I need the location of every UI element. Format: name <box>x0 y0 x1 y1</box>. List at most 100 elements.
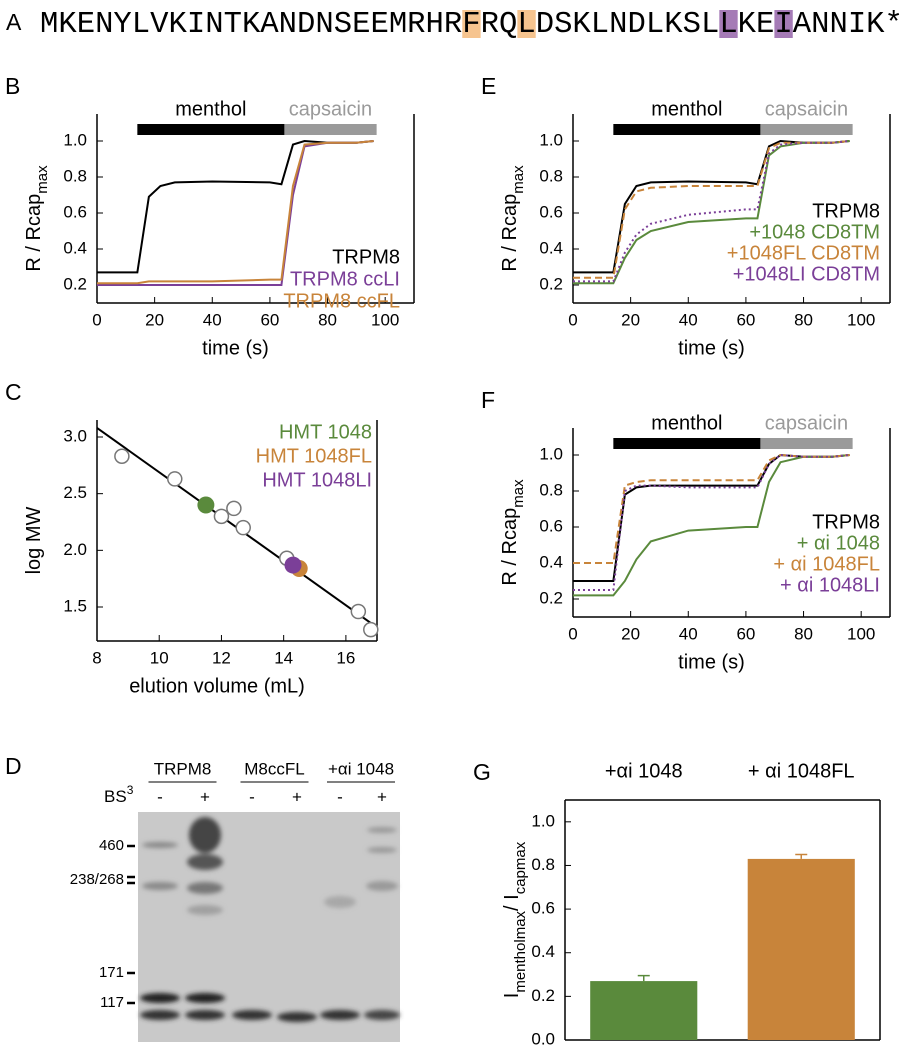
panel-label: C <box>5 379 22 405</box>
band <box>367 847 397 853</box>
x-tick-label: 100 <box>847 310 875 329</box>
series-line <box>97 140 374 285</box>
x-axis-label: time (s) <box>678 337 745 359</box>
standard-point <box>167 471 183 487</box>
x-axis-label: time (s) <box>678 651 745 673</box>
sequence-segment: MKENYLVKINTKANDNSEEMRHR <box>40 8 462 42</box>
label-part: max <box>34 165 51 194</box>
band <box>324 896 356 908</box>
band <box>187 905 223 915</box>
y-axis-label: R / Rcapmax <box>499 479 527 586</box>
band <box>189 817 221 853</box>
stimulus-label: capsaicin <box>765 98 848 120</box>
panel-label: G <box>473 759 491 785</box>
residue-highlight <box>774 10 793 38</box>
y-axis-label: R / Rcapmax <box>23 165 51 272</box>
label-part: I <box>501 993 523 999</box>
band <box>232 1010 272 1020</box>
y-tick-label: 2.5 <box>63 483 87 502</box>
standard-point <box>363 621 379 638</box>
residue-highlight <box>719 10 738 38</box>
error-bar <box>637 974 650 982</box>
y-tick-label: 0.0 <box>531 1029 555 1048</box>
lane-label: - <box>249 787 255 806</box>
y-tick-label: 0.4 <box>539 552 563 571</box>
x-tick-label: 14 <box>274 648 293 667</box>
series-line <box>573 140 850 283</box>
x-tick-label: 40 <box>679 310 698 329</box>
standard-point <box>213 508 230 525</box>
stimulus-bar <box>760 438 853 449</box>
band <box>185 1010 225 1020</box>
sample-point <box>284 556 302 574</box>
category-label: + αi 1048FL <box>748 760 855 782</box>
x-tick-label: 80 <box>318 310 337 329</box>
legend-entry: +1048 CD8TM <box>749 221 880 243</box>
residue-highlight <box>517 10 536 38</box>
x-tick-label: 40 <box>203 310 222 329</box>
stimulus-bar <box>137 124 377 135</box>
stimulus-label: capsaicin <box>765 412 848 434</box>
y-tick-label: 3.0 <box>63 426 87 445</box>
y-tick-label: 1.5 <box>63 596 87 615</box>
band <box>364 1010 400 1020</box>
category-label: +αi 1048 <box>605 760 683 782</box>
sequence-segment: L <box>719 8 737 42</box>
y-tick-label: 0.6 <box>539 202 563 221</box>
label-part: / I <box>501 894 523 911</box>
lane-label: + <box>377 787 387 806</box>
band <box>366 881 398 891</box>
marker-label: 460 <box>99 837 124 854</box>
x-tick-label: 12 <box>212 648 231 667</box>
y-tick-label: 0.4 <box>531 942 555 961</box>
legend-entry: HMT 1048LI <box>262 469 372 491</box>
y-tick-label: 1.0 <box>63 130 87 149</box>
band <box>367 827 397 833</box>
label-part: R / Rcap <box>499 508 521 586</box>
crosslinker-label: BS3 <box>104 783 134 806</box>
sequence-segment: L <box>517 8 535 42</box>
legend-entry: +1048FL CD8TM <box>727 242 880 264</box>
x-tick-label: 20 <box>621 624 640 643</box>
band <box>320 1010 360 1020</box>
x-tick-label: 60 <box>260 310 279 329</box>
band <box>187 882 223 894</box>
y-tick-label: 0.2 <box>539 274 563 293</box>
x-tick-label: 100 <box>847 624 875 643</box>
legend-entry: +1048LI CD8TM <box>733 263 880 285</box>
residue-highlight <box>462 10 481 38</box>
sequence-segment: I <box>774 8 792 42</box>
x-tick-label: 20 <box>145 310 164 329</box>
y-tick-label: 1.0 <box>539 130 563 149</box>
x-tick-label: 8 <box>92 648 101 667</box>
x-tick-label: 0 <box>568 624 577 643</box>
x-axis-label: time (s) <box>202 337 269 359</box>
legend-entry: TRPM8 ccFL <box>283 290 400 312</box>
legend-entry: TRPM8 ccLI <box>290 268 400 290</box>
sequence-segment: ANNIK* <box>793 8 903 42</box>
legend-entry: HMT 1048FL <box>256 445 372 467</box>
y-tick-label: 0.2 <box>539 588 563 607</box>
label-part: max <box>510 479 527 508</box>
y-tick-label: 0.2 <box>63 274 87 293</box>
x-tick-label: 100 <box>371 310 399 329</box>
legend-entry: HMT 1048 <box>279 421 372 443</box>
panel-label: B <box>5 73 20 99</box>
series-line <box>573 453 850 591</box>
stimulus-bar <box>284 124 377 135</box>
sequence-segment: F <box>462 8 480 42</box>
label-part: BS <box>104 787 127 806</box>
band <box>140 1010 180 1020</box>
label-part: max <box>512 841 529 870</box>
y-tick-label: 1.0 <box>539 444 563 463</box>
series-line <box>573 140 850 285</box>
y-tick-label: 0.8 <box>531 855 555 874</box>
gel-bands <box>140 817 400 1022</box>
marker-label: 171 <box>99 964 124 981</box>
y-axis-label: R / Rcapmax <box>499 165 527 272</box>
sequence-segment: KE <box>738 8 775 42</box>
standard-point <box>350 603 367 620</box>
panel-label: D <box>5 753 22 779</box>
panel-label: A <box>6 9 22 35</box>
y-tick-label: 0.6 <box>531 899 555 918</box>
